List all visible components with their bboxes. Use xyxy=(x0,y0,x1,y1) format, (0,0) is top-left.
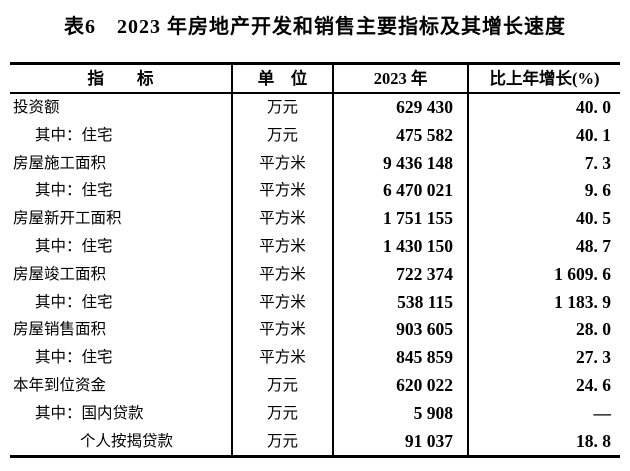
indicator-cell: 本年到位资金 xyxy=(13,376,107,394)
table-row: 房屋施工面积 平方米 9 436 148 7. 3 xyxy=(10,149,620,178)
unit-cell: 平方米 xyxy=(231,205,333,233)
table-row: 其中：国内贷款 万元 5 908 — xyxy=(10,399,620,428)
value-cell: 1 751 155 xyxy=(332,205,468,233)
growth-cell: 40. 5 xyxy=(467,205,620,233)
indicator-cell: 房屋施工面积 xyxy=(13,154,107,172)
growth-cell: — xyxy=(467,399,620,428)
growth-cell: 1 609. 6 xyxy=(467,260,620,289)
indicator-cell: 其中：国内贷款 xyxy=(35,404,144,422)
growth-cell: 28. 0 xyxy=(467,316,620,345)
header-growth: 比上年增长(%) xyxy=(467,63,620,94)
value-cell: 5 908 xyxy=(332,399,468,428)
growth-cell: 27. 3 xyxy=(467,344,620,372)
indicator-cell: 其中：住宅 xyxy=(35,237,113,255)
header-unit: 单 位 xyxy=(231,63,333,94)
indicator-cell: 其中：住宅 xyxy=(35,182,113,200)
indicators-table: 指 标 单 位 2023 年 比上年增长(%) 投资额 万元 629 430 4… xyxy=(10,62,620,459)
table-row: 其中：住宅 平方米 1 430 150 48. 7 xyxy=(10,232,620,261)
value-cell: 538 115 xyxy=(332,288,468,317)
unit-cell: 万元 xyxy=(231,371,333,400)
indicator-cell: 其中：住宅 xyxy=(35,349,113,367)
table-row: 其中：住宅 万元 475 582 40. 1 xyxy=(10,121,620,150)
growth-cell: 48. 7 xyxy=(467,232,620,261)
unit-cell: 平方米 xyxy=(231,344,333,372)
value-cell: 629 430 xyxy=(332,93,468,122)
growth-cell: 40. 1 xyxy=(467,121,620,150)
unit-cell: 平方米 xyxy=(231,177,333,206)
unit-cell: 平方米 xyxy=(231,316,333,345)
table-row: 其中：住宅 平方米 845 859 27. 3 xyxy=(10,344,620,372)
indicator-cell: 其中：住宅 xyxy=(35,126,113,144)
growth-cell: 9. 6 xyxy=(467,177,620,206)
value-cell: 845 859 xyxy=(332,344,468,372)
unit-cell: 平方米 xyxy=(231,288,333,317)
table-row: 本年到位资金 万元 620 022 24. 6 xyxy=(10,371,620,400)
growth-cell: 40. 0 xyxy=(467,93,620,122)
indicator-cell: 房屋销售面积 xyxy=(13,321,107,339)
value-cell: 6 470 021 xyxy=(332,177,468,206)
indicator-cell: 投资额 xyxy=(13,99,60,116)
value-cell: 620 022 xyxy=(332,371,468,400)
indicator-cell: 个人按揭贷款 xyxy=(80,432,174,450)
header-year-2023: 2023 年 xyxy=(332,63,468,94)
value-cell: 9 436 148 xyxy=(332,149,468,178)
table-row: 房屋竣工面积 平方米 722 374 1 609. 6 xyxy=(10,260,620,289)
growth-cell: 18. 8 xyxy=(467,427,620,457)
indicator-cell: 其中：住宅 xyxy=(35,293,113,311)
unit-cell: 平方米 xyxy=(231,232,333,261)
table-row: 房屋销售面积 平方米 903 605 28. 0 xyxy=(10,316,620,345)
value-cell: 722 374 xyxy=(332,260,468,289)
table-row: 其中：住宅 平方米 538 115 1 183. 9 xyxy=(10,288,620,317)
unit-cell: 万元 xyxy=(231,399,333,428)
table-row: 房屋新开工面积 平方米 1 751 155 40. 5 xyxy=(10,205,620,233)
table-row: 投资额 万元 629 430 40. 0 xyxy=(10,93,620,122)
unit-cell: 万元 xyxy=(231,121,333,150)
value-cell: 91 037 xyxy=(332,427,468,457)
table-row: 其中：住宅 平方米 6 470 021 9. 6 xyxy=(10,177,620,206)
table-row: 个人按揭贷款 万元 91 037 18. 8 xyxy=(10,427,620,457)
growth-cell: 7. 3 xyxy=(467,149,620,178)
value-cell: 903 605 xyxy=(332,316,468,345)
table-title: 表6 2023 年房地产开发和销售主要指标及其增长速度 xyxy=(64,16,566,38)
value-cell: 1 430 150 xyxy=(332,232,468,261)
value-cell: 475 582 xyxy=(332,121,468,150)
growth-cell: 1 183. 9 xyxy=(467,288,620,317)
header-row: 指 标 单 位 2023 年 比上年增长(%) xyxy=(10,63,620,94)
indicator-cell: 房屋新开工面积 xyxy=(13,210,122,228)
unit-cell: 万元 xyxy=(231,427,333,457)
header-indicator: 指 标 xyxy=(10,63,232,94)
unit-cell: 平方米 xyxy=(231,260,333,289)
unit-cell: 平方米 xyxy=(231,149,333,178)
growth-cell: 24. 6 xyxy=(467,371,620,400)
indicator-cell: 房屋竣工面积 xyxy=(13,265,107,283)
unit-cell: 万元 xyxy=(231,93,333,122)
